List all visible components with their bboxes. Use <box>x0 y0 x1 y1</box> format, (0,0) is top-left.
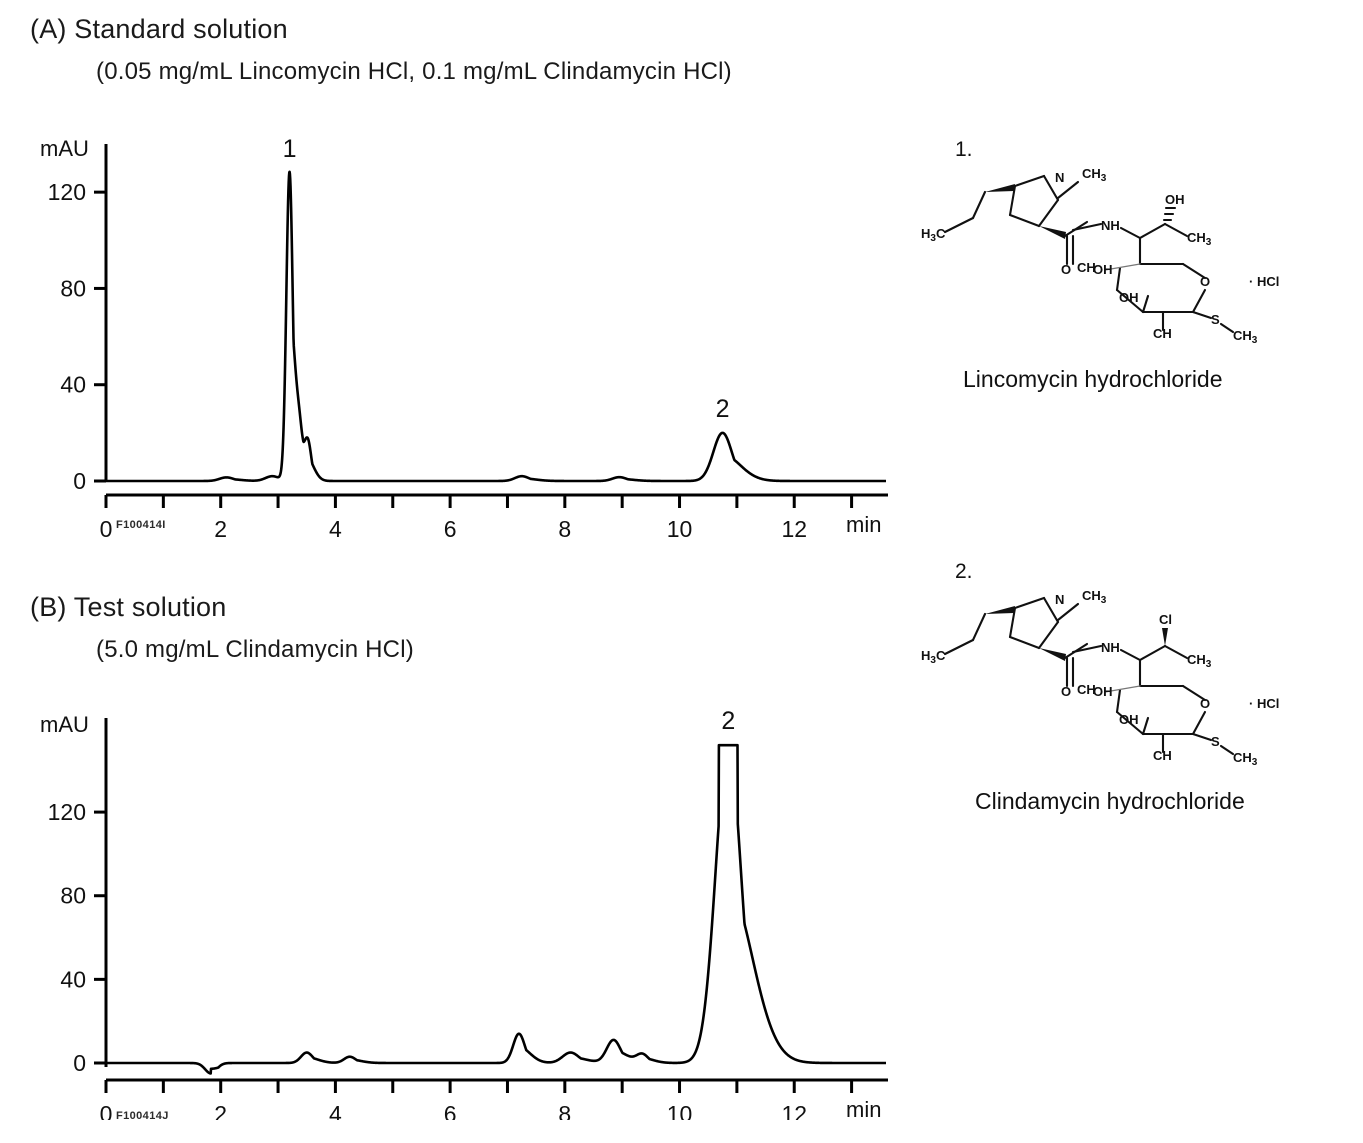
clindamycin-structure-svg: CH3 N H3C NH Cl CH3 O CH OH OH O S CH3 C… <box>921 588 1279 768</box>
atom-label-nh: NH <box>1101 218 1120 233</box>
atom-label-ch2: CH <box>1077 682 1096 697</box>
atom-label-s2: S <box>1211 734 1220 749</box>
x-ticks-a: 0 2 4 6 8 10 12 <box>100 495 854 540</box>
y-tick-label: 40 <box>60 372 86 398</box>
peak-label-1: 1 <box>283 135 297 163</box>
atom-label-ch3-c2: CH3 <box>1233 750 1258 768</box>
atom-label-ch3-c: CH3 <box>1233 328 1258 346</box>
structure-2-name: Clindamycin hydrochloride <box>975 788 1245 814</box>
atom-label-h3c2: H3C <box>921 648 946 666</box>
x-tick-label: 4 <box>329 516 342 540</box>
panel-b-subtitle: (5.0 mg/mL Clindamycin HCl) <box>96 636 414 663</box>
structure-1-lincomycin: CH3 N H3C NH OH CH3 O CH OH OH O S CH3 C… <box>915 160 1315 360</box>
peak-labels-a: 12 <box>283 135 730 423</box>
atom-label-h3c: H3C <box>921 226 946 244</box>
y-axis-unit-a: mAU <box>40 136 89 161</box>
atom-label-oh-left: OH <box>1093 262 1113 277</box>
y-ticks-a: 0 40 80 120 <box>48 179 106 494</box>
x-tick-label: 6 <box>444 1101 457 1120</box>
atom-label-nh2: NH <box>1101 640 1120 655</box>
x-tick-label: 10 <box>667 516 693 540</box>
structure-2-index: 2. <box>955 560 973 583</box>
x-tick-label: 10 <box>667 1101 693 1120</box>
x-tick-label: 0 <box>100 1101 113 1120</box>
y-tick-label: 80 <box>60 275 86 301</box>
panel-a-title: (A) Standard solution <box>30 14 288 44</box>
peak-label-2: 2 <box>721 707 735 735</box>
atom-label-s: S <box>1211 312 1220 327</box>
atom-label-oh-mid: OH <box>1119 290 1139 305</box>
atom-label-o-ring2: O <box>1200 696 1210 711</box>
atom-label-oh-left2: OH <box>1093 684 1113 699</box>
x-tick-label: 2 <box>214 516 227 540</box>
y-tick-label: 40 <box>60 966 86 992</box>
x-tick-label: 2 <box>214 1101 227 1120</box>
y-tick-label: 120 <box>48 179 86 205</box>
lincomycin-structure-svg: CH3 N H3C NH OH CH3 O CH OH OH O S CH3 C… <box>921 166 1279 346</box>
atom-label-o-carbonyl: O <box>1061 262 1071 277</box>
figure-code-b: F100414J <box>116 1110 169 1122</box>
atom-label-ch3-a2: CH3 <box>1082 588 1107 606</box>
trace-a <box>105 170 887 483</box>
x-axis-unit-b: min <box>846 1097 881 1120</box>
atom-label-oh-mid2: OH <box>1119 712 1139 727</box>
x-tick-label: 12 <box>781 1101 807 1120</box>
atom-label-oh-top: OH <box>1165 192 1185 207</box>
atom-label-n2: N <box>1055 592 1064 607</box>
atom-label-ch3-b: CH3 <box>1187 230 1212 248</box>
atom-label-n: N <box>1055 170 1064 185</box>
x-ticks-b: 0 2 4 6 8 10 12 <box>100 1080 854 1120</box>
atom-label-ch-bottom2: CH <box>1153 748 1172 763</box>
peak-label-2: 2 <box>716 395 730 423</box>
y-tick-label: 120 <box>48 799 86 825</box>
chromatogram-b-plot: mAU 0 40 80 120 0 2 4 6 8 10 12 2 min <box>40 707 888 1120</box>
x-tick-label: 4 <box>329 1101 342 1120</box>
y-tick-label: 80 <box>60 883 86 909</box>
x-tick-label: 0 <box>100 516 113 540</box>
salt-label-hcl-1: · HCl <box>1249 274 1279 289</box>
x-tick-label: 12 <box>781 516 807 540</box>
y-tick-label: 0 <box>73 468 86 494</box>
structure-1-name: Lincomycin hydrochloride <box>963 366 1223 392</box>
peak-labels-b: 2 <box>721 707 735 735</box>
figure-code-a: F100414I <box>116 519 166 531</box>
atom-label-o-carbonyl2: O <box>1061 684 1071 699</box>
atom-label-cl: Cl <box>1159 612 1172 627</box>
y-ticks-b: 0 40 80 120 <box>48 799 106 1076</box>
atom-label-ch-bottom: CH <box>1153 326 1172 341</box>
panel-b-title: (B) Test solution <box>30 592 227 622</box>
chromatogram-b: mAU 0 40 80 120 0 2 4 6 8 10 12 2 min <box>28 700 908 1120</box>
trace-b <box>105 743 887 1075</box>
x-axis-unit-a: min <box>846 512 881 537</box>
atom-label-ch: CH <box>1077 260 1096 275</box>
salt-label-hcl-2: · HCl <box>1249 696 1279 711</box>
atom-label-o-ring: O <box>1200 274 1210 289</box>
atom-label-ch3-a: CH3 <box>1082 166 1107 184</box>
x-tick-label: 8 <box>558 1101 571 1120</box>
structure-2-clindamycin: CH3 N H3C NH Cl CH3 O CH OH OH O S CH3 C… <box>915 582 1315 782</box>
x-tick-label: 6 <box>444 516 457 540</box>
x-tick-label: 8 <box>558 516 571 540</box>
panel-a-subtitle: (0.05 mg/mL Lincomycin HCl, 0.1 mg/mL Cl… <box>96 58 732 85</box>
y-tick-label: 0 <box>73 1050 86 1076</box>
structure-1-index: 1. <box>955 138 973 161</box>
y-axis-unit-b: mAU <box>40 712 89 737</box>
atom-label-ch3-b2: CH3 <box>1187 652 1212 670</box>
